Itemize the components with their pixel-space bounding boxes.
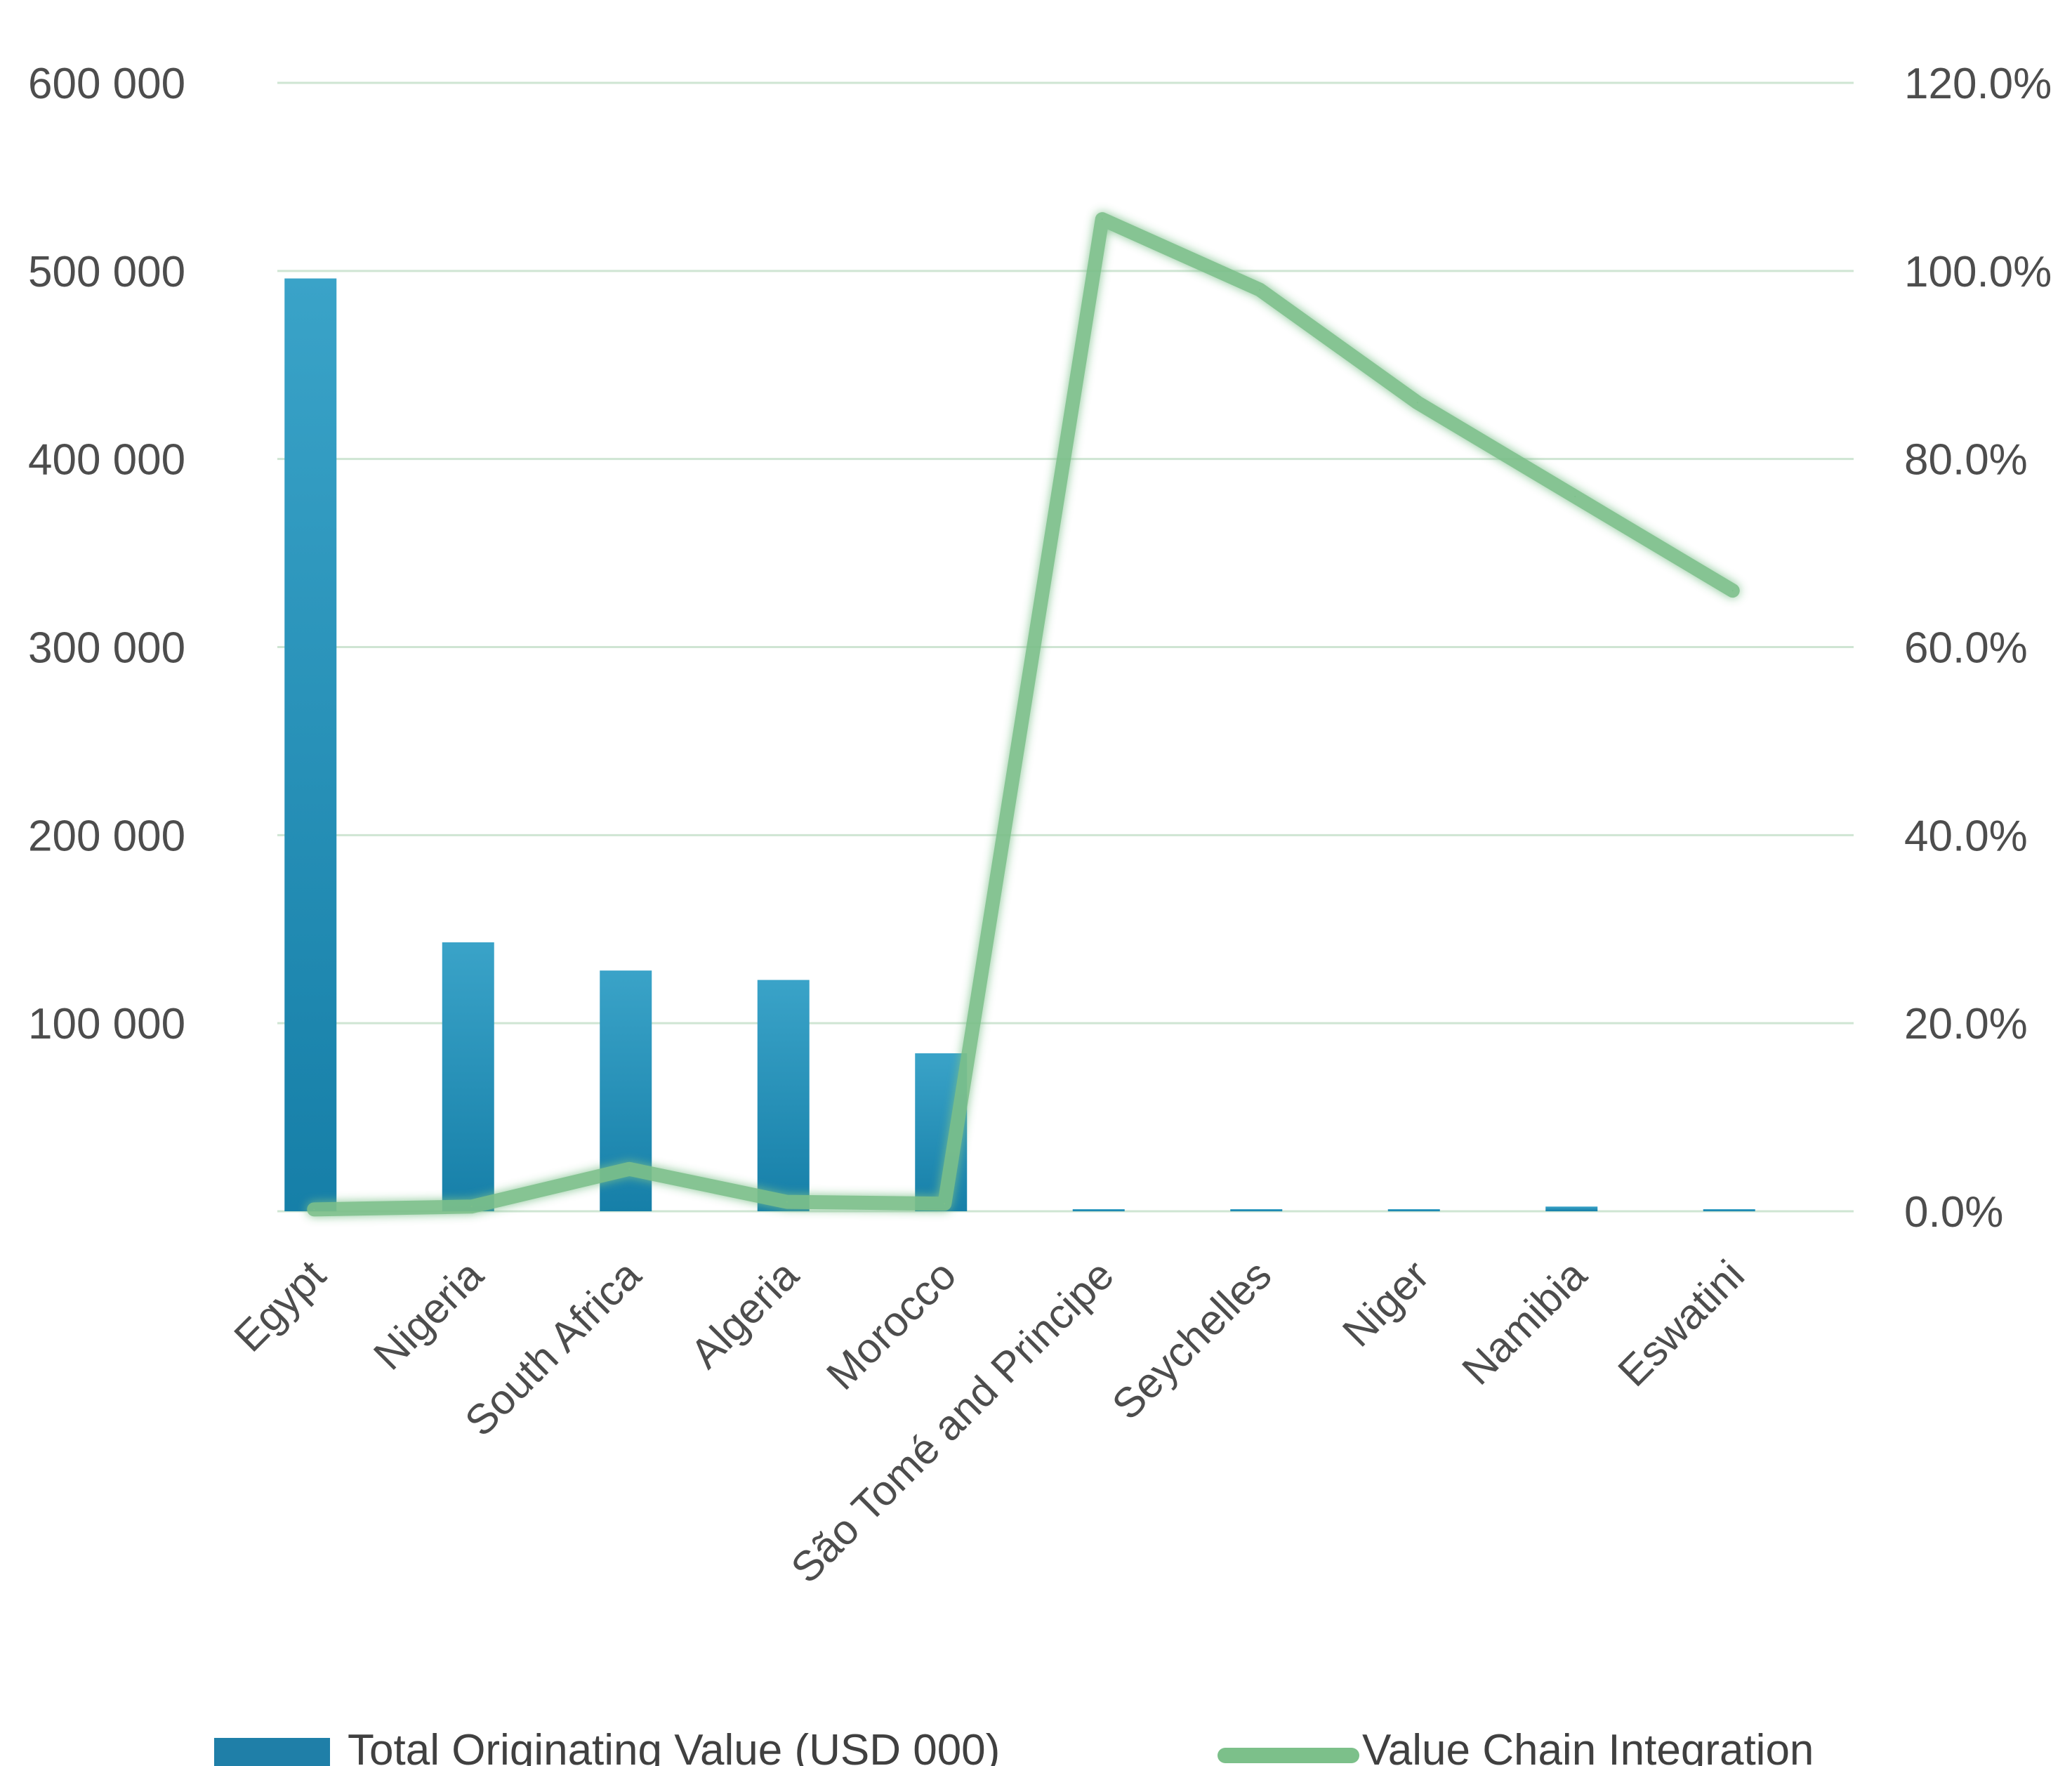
line-point-6 xyxy=(1102,218,1103,220)
line-point-10 xyxy=(1732,590,1734,591)
bar-1 xyxy=(284,279,336,1211)
left-tick-label: 500 000 xyxy=(28,248,185,296)
right-tick-label: 0.0% xyxy=(1904,1188,2003,1237)
right-axis-tick-labels: 0.0% 20.0% 40.0% 60.0% 80.0% 100.0% 120.0% xyxy=(1904,60,2052,1237)
category-label: Morocco xyxy=(817,1251,965,1399)
legend-swatch-bar xyxy=(214,1738,330,1766)
bar-2 xyxy=(442,942,494,1211)
category-label: Nigeria xyxy=(364,1251,492,1378)
left-axis-tick-labels: 100 000 200 000 300 000 400 000 500 000 600 0… xyxy=(28,60,185,1048)
right-tick-label: 100.0% xyxy=(1904,248,2052,296)
right-tick-label: 60.0% xyxy=(1904,624,2028,673)
category-label: São Tomé and Principe xyxy=(782,1251,1123,1592)
left-tick-label: 300 000 xyxy=(28,624,185,673)
line-point-2 xyxy=(471,1206,473,1207)
line-point-5 xyxy=(944,1203,945,1204)
category-label: Namibia xyxy=(1453,1251,1595,1393)
bar-8 xyxy=(1388,1209,1440,1211)
line-series xyxy=(313,218,1734,1210)
category-label: Niger xyxy=(1333,1251,1438,1356)
bar-4 xyxy=(758,980,810,1211)
right-tick-label: 80.0% xyxy=(1904,436,2028,485)
value-chain-line xyxy=(314,219,1733,1209)
left-tick-label: 100 000 xyxy=(28,1000,185,1048)
line-point-8 xyxy=(1417,402,1418,403)
left-tick-label: 600 000 xyxy=(28,60,185,108)
right-tick-label: 40.0% xyxy=(1904,812,2028,860)
category-label: Eswatini xyxy=(1609,1251,1753,1395)
right-tick-label: 20.0% xyxy=(1904,1000,2028,1048)
legend-label-bar: Total Originating Value (USD 000) xyxy=(348,1726,1000,1766)
right-tick-label: 120.0% xyxy=(1904,60,2052,108)
line-point-3 xyxy=(628,1168,630,1170)
left-tick-label: 200 000 xyxy=(28,812,185,860)
legend: Total Originating Value (USD 000) Value … xyxy=(214,1726,1814,1766)
gridlines xyxy=(277,83,1854,1211)
line-point-9 xyxy=(1574,496,1576,497)
bar-10 xyxy=(1703,1209,1755,1211)
line-point-7 xyxy=(1259,289,1260,291)
category-label: Algeria xyxy=(681,1251,807,1377)
category-label: Seychelles xyxy=(1103,1251,1281,1429)
line-point-4 xyxy=(786,1201,788,1203)
category-label: Egypt xyxy=(225,1251,335,1361)
line-point-1 xyxy=(313,1208,315,1210)
left-tick-label: 400 000 xyxy=(28,436,185,485)
legend-label-line: Value Chain Integration xyxy=(1362,1726,1814,1766)
bar-9 xyxy=(1545,1206,1597,1211)
bar-7 xyxy=(1230,1209,1282,1211)
bar-6 xyxy=(1073,1209,1125,1211)
